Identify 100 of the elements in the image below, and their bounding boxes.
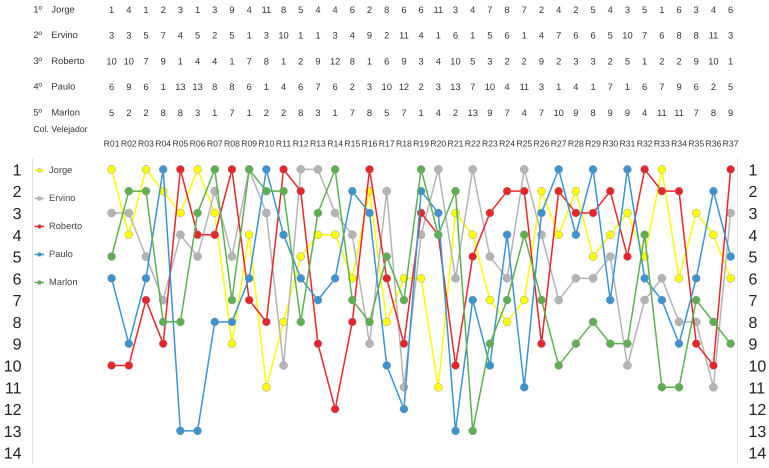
data-label: 10 bbox=[106, 56, 117, 66]
x-tick-label: R14 bbox=[327, 138, 344, 148]
data-label: 9 bbox=[160, 56, 166, 66]
point bbox=[176, 426, 185, 436]
data-label: 1 bbox=[298, 30, 304, 41]
x-tick-label: R24 bbox=[499, 138, 516, 148]
point bbox=[692, 296, 700, 304]
data-label: 1 bbox=[315, 30, 321, 41]
data-label: 11 bbox=[433, 5, 444, 15]
data-label: 7 bbox=[659, 82, 664, 92]
point bbox=[588, 274, 598, 283]
point bbox=[451, 186, 460, 196]
point bbox=[124, 186, 134, 196]
point bbox=[330, 274, 340, 283]
x-tick-label: R26 bbox=[534, 138, 550, 148]
y-tick-label: 8 bbox=[12, 314, 22, 332]
data-label: 8 bbox=[676, 30, 682, 41]
text: 4º bbox=[33, 82, 43, 92]
data-label: 6 bbox=[384, 56, 390, 66]
y2-tick-label: 7 bbox=[748, 293, 758, 310]
y2-tick-label: 12 bbox=[748, 402, 766, 420]
point bbox=[468, 426, 477, 436]
data-label: 7 bbox=[538, 108, 544, 118]
data-label: 11 bbox=[262, 5, 272, 15]
data-label: 8 bbox=[590, 108, 596, 118]
point bbox=[348, 230, 357, 239]
point bbox=[262, 383, 271, 392]
y2-tick-label: 3 bbox=[748, 206, 758, 223]
point bbox=[502, 318, 512, 326]
point bbox=[279, 186, 288, 196]
text: Paulo bbox=[51, 82, 76, 92]
data-label: 4 bbox=[470, 5, 476, 15]
data-label: 6 bbox=[676, 5, 682, 15]
data-label: 6 bbox=[246, 82, 252, 92]
data-label: 2 bbox=[280, 108, 286, 118]
data-label: 7 bbox=[522, 5, 527, 15]
data-label: 3 bbox=[452, 5, 458, 15]
point bbox=[537, 208, 546, 218]
point bbox=[365, 208, 374, 218]
point bbox=[588, 318, 598, 326]
data-label: 2 bbox=[522, 56, 527, 66]
point bbox=[330, 165, 340, 174]
x-tick-label: R09 bbox=[241, 138, 258, 148]
point bbox=[674, 318, 684, 326]
y2-tick-label: 1 bbox=[748, 162, 758, 180]
data-label: 5 bbox=[642, 5, 648, 15]
data-label: 10 bbox=[708, 56, 719, 66]
data-label: 5 bbox=[143, 30, 149, 41]
data-label: 2 bbox=[160, 5, 166, 15]
point bbox=[228, 296, 236, 304]
point bbox=[365, 339, 374, 348]
y2-tick-label: 8 bbox=[748, 314, 758, 332]
data-label: 5 bbox=[728, 82, 734, 92]
data-label: 7 bbox=[504, 108, 510, 118]
data-label: 7 bbox=[143, 56, 149, 66]
data-label: 1 bbox=[624, 82, 630, 92]
x-tick-label: R35 bbox=[688, 138, 704, 148]
point bbox=[726, 339, 735, 348]
point bbox=[606, 252, 615, 261]
point bbox=[658, 274, 666, 283]
data-label: 5 bbox=[590, 5, 596, 15]
point bbox=[537, 339, 546, 348]
point bbox=[640, 230, 649, 239]
data-label: 11 bbox=[674, 108, 684, 118]
point bbox=[572, 208, 580, 218]
data-label: 5 bbox=[624, 56, 630, 66]
y-tick-label: 12 bbox=[4, 402, 22, 420]
data-label: 2 bbox=[504, 56, 510, 66]
point bbox=[296, 274, 305, 283]
data-label: 1 bbox=[143, 5, 149, 15]
data-label: 2 bbox=[418, 82, 424, 92]
data-label: 5 bbox=[487, 30, 492, 41]
point bbox=[314, 296, 322, 304]
x-tick-label: R32 bbox=[636, 138, 653, 148]
x-tick-label: R02 bbox=[120, 138, 137, 148]
data-label: 2 bbox=[710, 82, 716, 92]
point bbox=[228, 252, 236, 261]
point bbox=[674, 274, 684, 283]
data-label: 7 bbox=[608, 82, 613, 92]
data-label: 6 bbox=[350, 5, 355, 15]
point bbox=[262, 208, 271, 218]
data-label: 7 bbox=[401, 108, 407, 118]
data-label: 6 bbox=[642, 82, 648, 92]
data-label: 1 bbox=[556, 82, 562, 92]
data-label: 2 bbox=[366, 5, 372, 15]
data-label: 9 bbox=[229, 5, 235, 15]
data-label: 6 bbox=[298, 82, 304, 92]
data-label: 3 bbox=[194, 108, 200, 118]
data-label: 8 bbox=[264, 56, 269, 66]
x-tick-label: R17 bbox=[378, 138, 395, 148]
point bbox=[262, 318, 271, 326]
y2-tick-label: 14 bbox=[748, 446, 766, 463]
point bbox=[416, 165, 426, 174]
point bbox=[502, 296, 512, 304]
data-label: 1 bbox=[246, 30, 252, 41]
point bbox=[572, 186, 580, 196]
data-label: 6 bbox=[418, 5, 424, 15]
point bbox=[502, 274, 512, 283]
point bbox=[279, 165, 288, 174]
point bbox=[158, 339, 168, 348]
